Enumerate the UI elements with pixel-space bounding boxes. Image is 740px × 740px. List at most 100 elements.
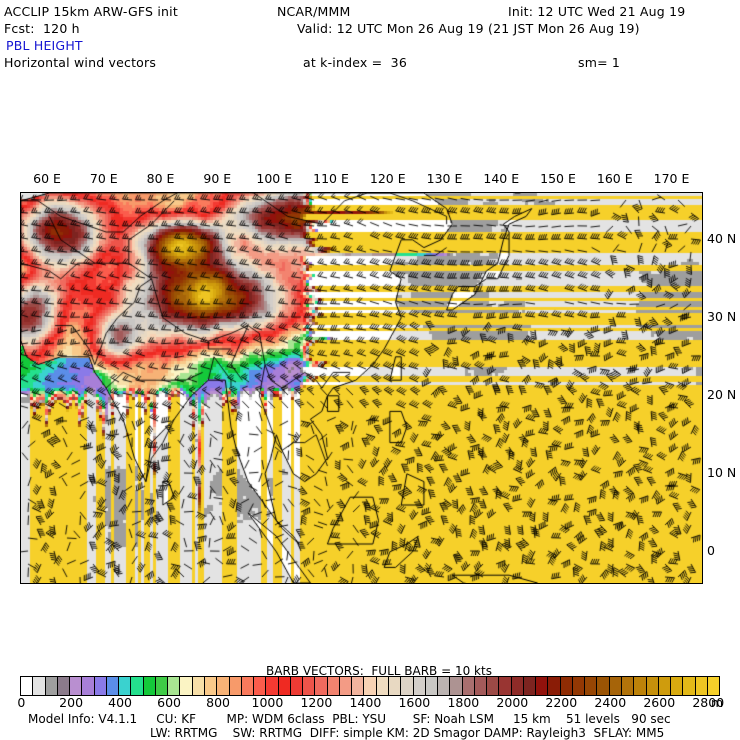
colorbar-swatch-6 (94, 677, 107, 695)
pbl-height-heatmap (21, 193, 702, 583)
colorbar-swatch-7 (106, 677, 120, 695)
colorbar-tick-1800: 1800 (447, 695, 480, 710)
colorbar-swatch-50 (634, 677, 647, 695)
colorbar-swatch-22 (290, 677, 304, 695)
colorbar-swatch-31 (401, 677, 414, 695)
header-model-title: ACCLIP 15km ARW-GFS init (4, 4, 178, 19)
colorbar-swatch-53 (671, 677, 684, 695)
colorbar-tick-2800: 2800 (692, 695, 725, 710)
colorbar-swatch-56 (707, 677, 720, 695)
colorbar-tick-2200: 2200 (545, 695, 578, 710)
colorbar-swatch-40 (511, 677, 524, 695)
colorbar-swatch-39 (499, 677, 512, 695)
colorbar-swatch-28 (364, 677, 377, 695)
colorbar-tick-1200: 1200 (300, 695, 333, 710)
colorbar-swatch-55 (695, 677, 708, 695)
lon-tick-130: 130 E (426, 171, 463, 186)
colorbar-swatch-33 (425, 677, 439, 695)
colorbar-swatch-8 (119, 677, 132, 695)
colorbar-swatch-9 (131, 677, 144, 695)
colorbar-swatch-3 (57, 677, 71, 695)
colorbar-swatch-4 (70, 677, 83, 695)
colorbar-swatch-13 (180, 677, 193, 695)
colorbar-swatch-15 (204, 677, 218, 695)
lon-tick-90: 90 E (203, 171, 232, 186)
lon-tick-60: 60 E (33, 171, 61, 186)
colorbar-tick-1400: 1400 (349, 695, 382, 710)
colorbar-swatch-54 (683, 677, 696, 695)
lon-tick-140: 140 E (483, 171, 520, 186)
colorbar-swatch-35 (450, 677, 463, 695)
colorbar-tick-600: 600 (157, 695, 181, 710)
colorbar-tick-800: 800 (206, 695, 230, 710)
colorbar-tick-400: 400 (108, 695, 133, 710)
colorbar-swatch-23 (303, 677, 316, 695)
colorbar-swatch-37 (474, 677, 488, 695)
colorbar-swatch-11 (155, 677, 169, 695)
model-info-line-1: Model Info: V4.1.1 CU: KF MP: WDM 6class… (28, 712, 671, 726)
colorbar-swatch-0 (21, 677, 34, 695)
lat-tick-30: 30 N (707, 308, 737, 324)
barb-legend-note: BARB VECTORS: FULL BARB = 10 kts (266, 664, 492, 678)
lat-tick-0: 0 (707, 542, 715, 558)
colorbar-swatch-10 (143, 677, 156, 695)
lon-tick-120: 120 E (369, 171, 406, 186)
header-valid-time: Valid: 12 UTC Mon 26 Aug 19 (21 JST Mon … (297, 21, 640, 36)
colorbar-swatch-19 (254, 677, 267, 695)
colorbar-swatch-38 (487, 677, 500, 695)
colorbar-swatch-34 (438, 677, 451, 695)
colorbar-swatch-46 (585, 677, 598, 695)
header-vector-desc: Horizontal wind vectors (4, 55, 157, 70)
colorbar-swatch-49 (622, 677, 635, 695)
lon-tick-170: 170 E (653, 171, 690, 186)
colorbar (20, 676, 720, 696)
colorbar-swatch-32 (413, 677, 426, 695)
colorbar-swatch-44 (560, 677, 573, 695)
colorbar-swatch-20 (266, 677, 279, 695)
lon-tick-80: 80 E (146, 171, 175, 186)
header-init-time: Init: 12 UTC Wed 21 Aug 19 (508, 4, 686, 19)
colorbar-swatch-16 (217, 677, 230, 695)
colorbar-swatch-25 (327, 677, 340, 695)
colorbar-swatch-18 (241, 677, 255, 695)
colorbar-swatch-30 (388, 677, 402, 695)
lat-tick-40: 40 N (707, 230, 737, 246)
lon-tick-110: 110 E (313, 171, 349, 186)
colorbar-swatch-48 (609, 677, 623, 695)
colorbar-tick-2400: 2400 (594, 695, 627, 710)
colorbar-swatch-29 (376, 677, 389, 695)
header-institution: NCAR/MMM (277, 4, 351, 19)
colorbar-swatch-45 (572, 677, 586, 695)
colorbar-tick-200: 200 (59, 695, 84, 710)
model-info-line-2: LW: RRTMG SW: RRTMG DIFF: simple KM: 2D … (150, 726, 665, 740)
colorbar-swatch-42 (536, 677, 549, 695)
colorbar-swatch-17 (229, 677, 242, 695)
colorbar-swatch-36 (462, 677, 475, 695)
colorbar-tick-0: 0 (17, 695, 26, 710)
colorbar-swatch-2 (45, 677, 58, 695)
colorbar-swatch-27 (352, 677, 365, 695)
colorbar-swatch-21 (278, 677, 291, 695)
lat-tick-10: 10 N (707, 464, 737, 480)
colorbar-swatch-47 (597, 677, 610, 695)
lat-tick-20: 20 N (707, 386, 737, 402)
colorbar-unit: m (711, 695, 724, 710)
colorbar-tick-2600: 2600 (643, 695, 676, 710)
map-plot-area (20, 192, 703, 584)
colorbar-swatch-26 (339, 677, 353, 695)
colorbar-swatch-24 (315, 677, 328, 695)
lon-tick-160: 160 E (596, 171, 633, 186)
colorbar-swatch-41 (523, 677, 537, 695)
colorbar-swatch-5 (82, 677, 95, 695)
colorbar-tick-2000: 2000 (496, 695, 529, 710)
colorbar-tick-labels: 0 200 400 600 800 1000 1200 1400 1600 1800 2000 220… (0, 695, 740, 713)
colorbar-swatch-14 (192, 677, 205, 695)
header-field-name: PBL HEIGHT (6, 38, 83, 53)
colorbar-swatch-51 (646, 677, 659, 695)
colorbar-swatch-12 (168, 677, 181, 695)
colorbar-swatch-1 (33, 677, 46, 695)
header-k-index: at k-index = 36 (303, 55, 407, 70)
colorbar-swatch-43 (548, 677, 561, 695)
colorbar-tick-1000: 1000 (251, 695, 284, 710)
